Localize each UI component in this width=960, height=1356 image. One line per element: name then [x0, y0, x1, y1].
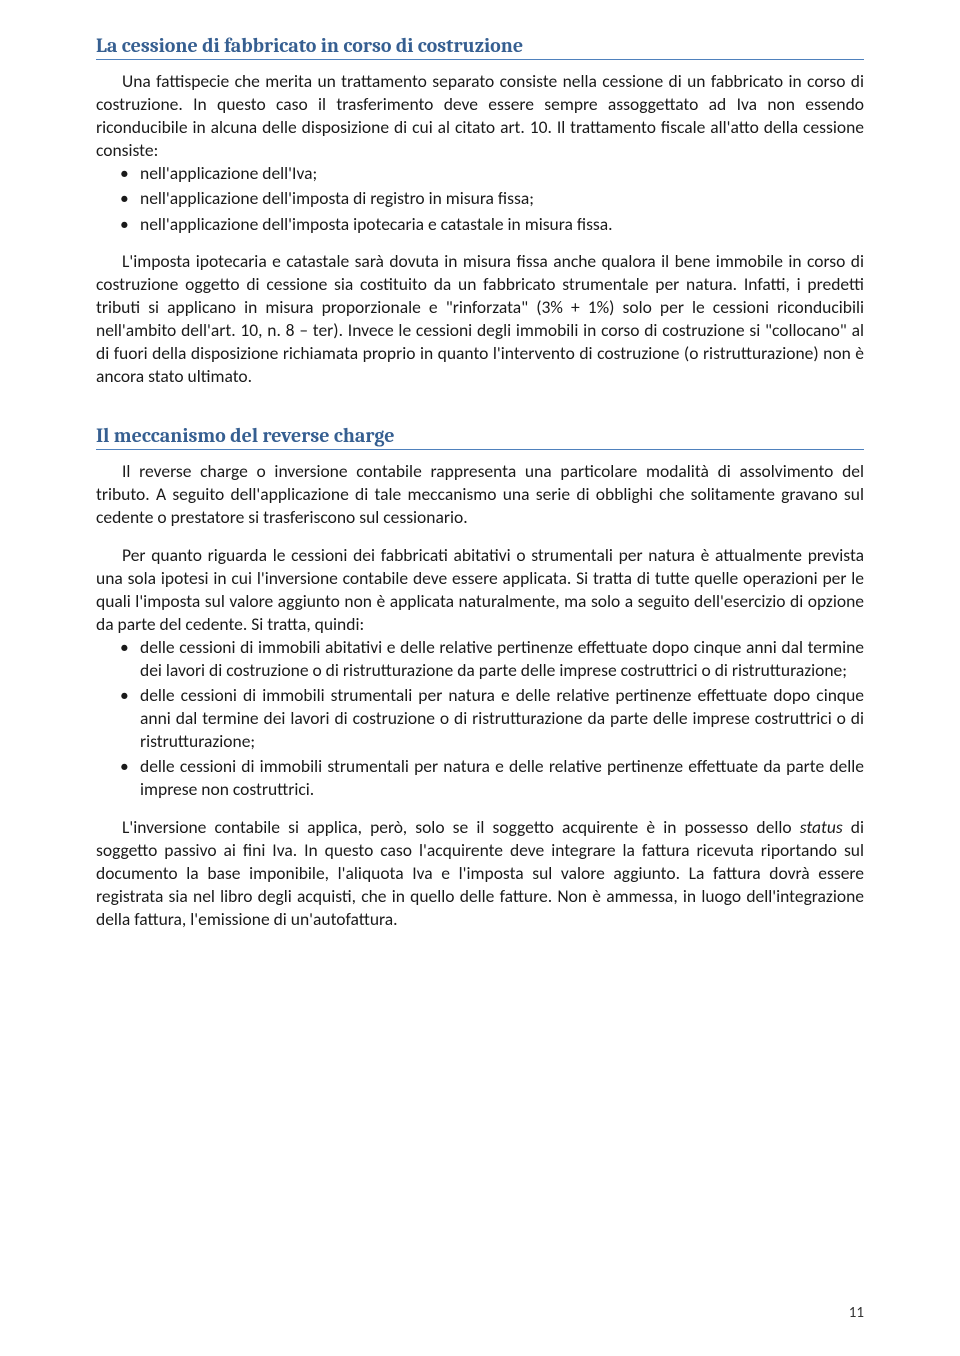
list-item: nell'applicazione dell'imposta ipotecari…: [96, 213, 864, 236]
heading-1: La cessione di fabbricato in corso di co…: [96, 34, 864, 60]
page-wrap: La cessione di fabbricato in corso di co…: [0, 0, 960, 1356]
sec1-para2: L'imposta ipotecaria e catastale sarà do…: [96, 250, 864, 389]
list-item: nell'applicazione dell'imposta di regist…: [96, 187, 864, 210]
sec2-para3-pre: L'inversione contabile si applica, però,…: [122, 816, 800, 838]
section-1: La cessione di fabbricato in corso di co…: [96, 34, 864, 388]
sec2-para3-ital: status: [800, 816, 843, 838]
sec2-para1: Il reverse charge o inversione contabile…: [96, 460, 864, 529]
list-item: nell'applicazione dell'Iva;: [96, 162, 864, 185]
sec2-bullets: delle cessioni di immobili abitativi e d…: [96, 636, 864, 802]
section-2: Il meccanismo del reverse charge Il reve…: [96, 424, 864, 931]
sec1-bullets: nell'applicazione dell'Iva; nell'applica…: [96, 162, 864, 235]
sec2-para2: Per quanto riguarda le cessioni dei fabb…: [96, 544, 864, 636]
sec1-para1: Una fattispecie che merita un trattament…: [96, 70, 864, 162]
page: La cessione di fabbricato in corso di co…: [0, 0, 960, 971]
list-item: delle cessioni di immobili strumentali p…: [96, 684, 864, 753]
heading-2: Il meccanismo del reverse charge: [96, 424, 864, 450]
list-item: delle cessioni di immobili abitativi e d…: [96, 636, 864, 682]
page-number: 11: [849, 1304, 864, 1322]
list-item: delle cessioni di immobili strumentali p…: [96, 755, 864, 801]
sec2-para3: L'inversione contabile si applica, però,…: [96, 816, 864, 931]
